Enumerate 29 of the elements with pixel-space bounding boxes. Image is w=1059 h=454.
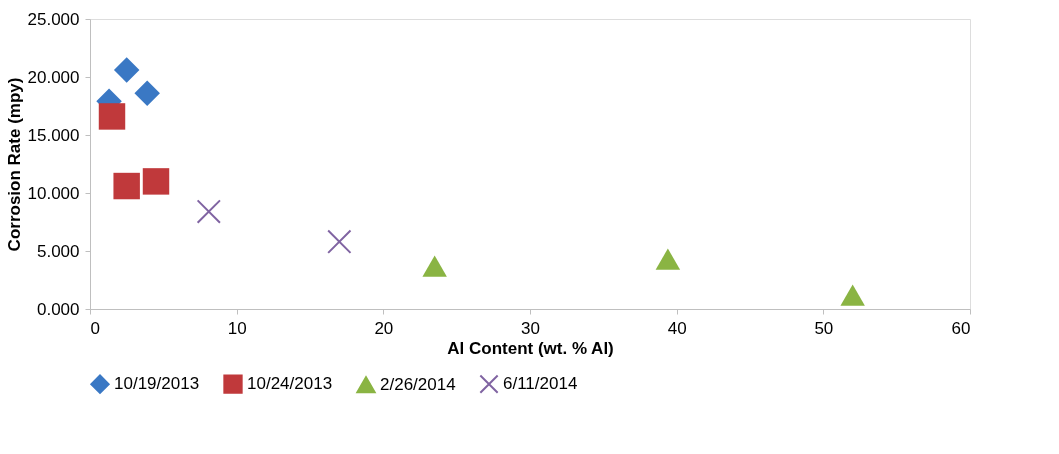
legend-label: 6/11/2014 — [503, 374, 578, 394]
y-tick-label: 15.000 — [27, 125, 80, 145]
legend-label: 10/19/2013 — [114, 374, 200, 394]
point — [840, 284, 865, 306]
point — [422, 255, 447, 277]
y-axis-title: Corrosion Rate (mpy) — [4, 77, 24, 252]
x-tick-label: 50 — [814, 318, 834, 338]
point — [142, 168, 170, 195]
y-tick-label: 20.000 — [27, 67, 80, 87]
x-tick-label: 10 — [227, 318, 247, 338]
x-tick-label: 60 — [951, 318, 971, 338]
legend-label: 2/26/2014 — [380, 374, 456, 394]
y-tick-label: 5.000 — [36, 241, 80, 261]
x-tick-label: 0 — [90, 318, 100, 338]
y-tick-label: 10.000 — [27, 183, 80, 203]
point — [655, 248, 681, 270]
x-axis-title: Al Content (wt. % Al) — [447, 338, 614, 358]
point — [98, 103, 126, 130]
y-tick-label: 0.000 — [36, 299, 80, 319]
point — [113, 172, 140, 200]
x-tick-label: 30 — [521, 318, 540, 338]
point — [134, 80, 160, 106]
x-tick-label: 40 — [667, 318, 687, 338]
point — [113, 57, 140, 83]
x-tick-label: 20 — [374, 318, 394, 338]
point — [196, 199, 221, 224]
legend-label: 10/24/2013 — [247, 374, 333, 394]
y-tick-label: 25.000 — [27, 9, 80, 29]
point — [327, 229, 352, 254]
